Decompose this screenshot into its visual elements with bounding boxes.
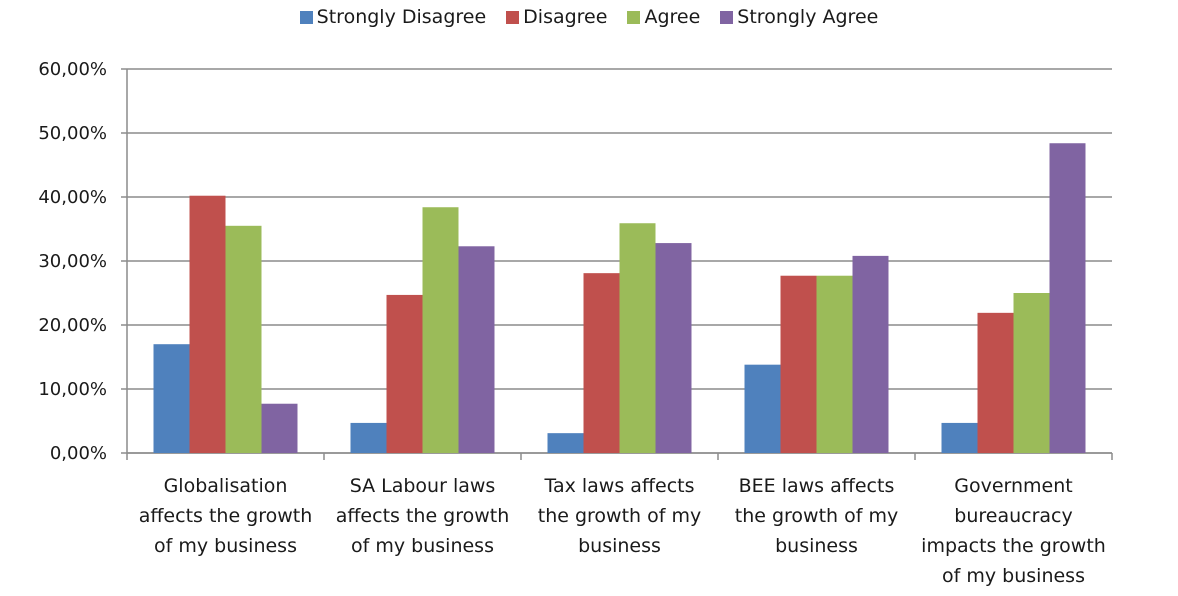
legend-item-disagree: Disagree	[506, 6, 607, 28]
x-tick-label-line: Globalisation	[164, 475, 288, 497]
legend-item-strongly-disagree: Strongly Disagree	[299, 6, 487, 28]
x-tick-label-line: SA Labour laws	[350, 475, 496, 497]
bar-strongly-disagree	[941, 422, 978, 453]
x-tick-label-line: affects the growth	[336, 505, 510, 527]
y-tick-label: 30,00%	[38, 251, 107, 272]
bar-strongly-agree	[655, 243, 692, 453]
bar-strongly-agree	[458, 246, 495, 453]
x-tick-label-line: affects the growth	[139, 505, 313, 527]
x-tick-label-line: the growth of my	[538, 505, 701, 527]
legend-label: Disagree	[523, 6, 608, 28]
bar-disagree	[189, 195, 226, 453]
x-tick-label: SA Labour laws affects the growth of my bu…	[336, 475, 510, 557]
bar-agree	[422, 207, 459, 453]
legend-swatch	[299, 10, 313, 24]
bar-disagree	[780, 275, 817, 453]
x-tick-label-line: of my business	[942, 565, 1085, 587]
y-tick-label: 50,00%	[38, 123, 107, 144]
legend-label: Agree	[644, 6, 701, 28]
x-tick-label-line: business	[578, 535, 661, 557]
chart-legend: Strongly Disagree Disagree Agree Strongly A…	[0, 6, 1178, 28]
legend-item-agree: Agree	[627, 6, 700, 28]
bar-strongly-disagree	[744, 364, 781, 453]
bar-strongly-agree	[261, 403, 298, 453]
x-tick-label-line: impacts the growth	[921, 535, 1106, 557]
bar-strongly-disagree	[153, 344, 190, 453]
y-tick-label: 0,00%	[50, 443, 107, 464]
bar-strongly-agree	[852, 255, 889, 453]
x-tick-label-line: Government	[954, 475, 1073, 497]
x-tick-label: Globalisation affects the growth of my bus…	[139, 475, 313, 557]
bar-strongly-agree	[1049, 143, 1086, 454]
x-tick-label: Tax laws affects the growth of my business	[538, 475, 701, 557]
y-tick-label: 20,00%	[38, 315, 107, 336]
bar-agree	[1013, 293, 1050, 453]
legend-swatch	[506, 10, 520, 24]
y-tick-label: 10,00%	[38, 379, 107, 400]
bar-strongly-disagree	[350, 422, 387, 453]
x-tick-label: BEE laws affects the growth of my business	[735, 475, 898, 557]
legend-label: Strongly Agree	[737, 6, 879, 28]
bar-strongly-disagree	[547, 433, 584, 453]
x-tick-label-line: of my business	[154, 535, 297, 557]
y-tick-label: 40,00%	[38, 187, 107, 208]
bar-agree	[619, 223, 656, 453]
bar-disagree	[583, 273, 620, 453]
bar-agree	[225, 225, 262, 453]
legend-label: Strongly Disagree	[316, 6, 487, 28]
x-tick-label-line: of my business	[351, 535, 494, 557]
legend-item-strongly-agree: Strongly Agree	[720, 6, 878, 28]
x-tick-label-line: the growth of my	[735, 505, 898, 527]
legend-swatch	[720, 10, 734, 24]
x-tick-label-line: BEE laws affects	[739, 475, 895, 497]
x-tick-label-line: bureaucracy	[954, 505, 1072, 527]
y-tick-label: 60,00%	[38, 59, 107, 80]
legend-swatch	[627, 10, 641, 24]
x-tick-label: Government bureaucracy impacts the growth o…	[921, 475, 1106, 587]
x-tick-label-line: business	[775, 535, 858, 557]
bar-agree	[816, 275, 853, 453]
bar-disagree	[977, 312, 1014, 453]
x-tick-label-line: Tax laws affects	[543, 475, 694, 497]
bar-disagree	[386, 294, 423, 453]
